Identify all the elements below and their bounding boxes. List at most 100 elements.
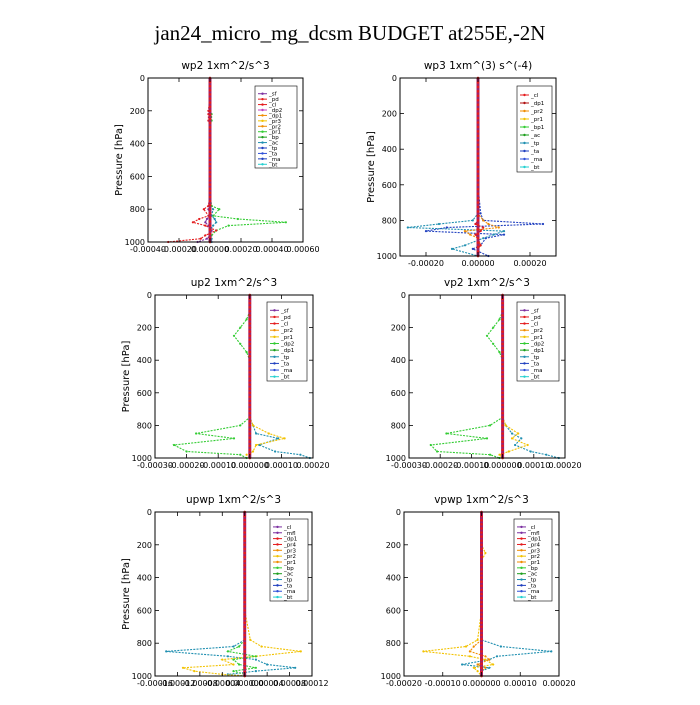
legend-label: _ma bbox=[530, 157, 542, 163]
center-marker bbox=[248, 362, 252, 366]
center-profile bbox=[248, 293, 252, 460]
data-point bbox=[193, 670, 196, 673]
center-marker bbox=[248, 314, 252, 317]
center-marker bbox=[480, 629, 483, 633]
center-marker bbox=[476, 116, 480, 120]
legend-entry: _pr1 bbox=[517, 560, 540, 566]
legend-entry: _tp bbox=[517, 578, 537, 584]
legend-entry: _ac bbox=[273, 572, 293, 578]
center-marker bbox=[476, 232, 480, 236]
series-line bbox=[407, 78, 505, 257]
chart-title: wp2 1xm^2/s^3 bbox=[181, 60, 269, 72]
legend-label: _bp bbox=[283, 566, 294, 572]
center-marker bbox=[476, 152, 480, 155]
data-point bbox=[299, 453, 302, 456]
center-marker bbox=[480, 527, 483, 530]
legend-entry: _dp1 bbox=[520, 101, 544, 107]
center-marker bbox=[501, 395, 504, 399]
legend-marker bbox=[523, 117, 526, 121]
legend-marker bbox=[261, 157, 264, 161]
legend-marker bbox=[523, 165, 526, 169]
legend-label: _bt bbox=[268, 162, 278, 168]
legend-marker bbox=[523, 329, 526, 332]
legend-marker bbox=[276, 537, 279, 540]
center-marker bbox=[501, 322, 504, 325]
data-point bbox=[232, 437, 236, 440]
legend-label: _pr3 bbox=[268, 119, 282, 125]
center-marker bbox=[208, 84, 212, 88]
legend-label: _ta bbox=[530, 149, 539, 155]
center-marker bbox=[480, 641, 483, 645]
legend-label: _pr1 bbox=[527, 560, 540, 566]
center-marker bbox=[248, 379, 252, 382]
data-point bbox=[445, 226, 448, 229]
legend-label: _ma bbox=[280, 368, 292, 374]
legend-entry: _pd bbox=[258, 97, 279, 103]
data-point bbox=[239, 342, 242, 345]
chart-panel-3: up2 1xm^2/s^3 Pressure [hPa] 0 200 400 600 800… bbox=[121, 277, 330, 470]
legend-label: _dp2 bbox=[280, 342, 294, 348]
data-point bbox=[232, 658, 235, 661]
center-marker bbox=[501, 415, 504, 419]
legend-label: _cl bbox=[283, 525, 292, 531]
center-marker bbox=[501, 297, 504, 301]
center-marker bbox=[501, 301, 504, 305]
center-marker bbox=[501, 346, 504, 350]
legend-marker bbox=[273, 348, 276, 352]
center-marker bbox=[243, 658, 247, 661]
legend: _sf_pd_cl_pr2_pr1_dp2_dp1_tp_ta_ma_bt bbox=[516, 301, 560, 382]
center-marker bbox=[248, 334, 252, 338]
data-point bbox=[484, 666, 487, 669]
legend-marker bbox=[523, 309, 526, 312]
center-marker bbox=[501, 334, 504, 338]
legend-entry: _dp1 bbox=[520, 348, 544, 354]
data-point bbox=[239, 326, 242, 329]
y-tick-label: 0 bbox=[396, 508, 401, 517]
legend-label: _pd bbox=[268, 97, 279, 103]
legend-marker bbox=[520, 595, 523, 599]
center-marker bbox=[248, 358, 252, 362]
legend-marker bbox=[261, 141, 264, 144]
data-point bbox=[520, 437, 523, 440]
y-axis-label: Pressure [hPa] bbox=[114, 124, 125, 196]
center-marker bbox=[208, 93, 212, 96]
legend-marker bbox=[276, 525, 279, 529]
center-marker bbox=[243, 531, 247, 534]
center-marker bbox=[476, 94, 480, 98]
legend-marker bbox=[276, 531, 279, 534]
legend-entry: _mfl bbox=[517, 531, 540, 537]
center-marker bbox=[208, 224, 212, 227]
center-marker bbox=[248, 301, 252, 305]
center-marker bbox=[480, 535, 483, 538]
center-marker bbox=[248, 399, 252, 403]
center-marker bbox=[480, 531, 483, 534]
data-point bbox=[476, 670, 479, 673]
plot-frame bbox=[147, 77, 304, 243]
center-marker bbox=[243, 559, 247, 563]
center-marker bbox=[476, 161, 480, 164]
legend-label: _pr2 bbox=[530, 109, 543, 115]
legend-marker bbox=[523, 101, 526, 105]
center-marker bbox=[476, 228, 480, 231]
data-point bbox=[464, 645, 468, 648]
chart-panel-2: wp3 1xm^(3) s^(-4) Pressure [hPa] 0 200 400 6… bbox=[366, 60, 557, 268]
data-point bbox=[484, 655, 487, 658]
legend-label: _dp1 bbox=[527, 537, 541, 543]
center-profile bbox=[208, 76, 212, 244]
center-marker bbox=[208, 125, 212, 129]
legend-label: _ac bbox=[530, 133, 540, 139]
legend-entry: _ta bbox=[270, 361, 289, 367]
center-marker bbox=[208, 195, 212, 199]
legend-marker bbox=[276, 566, 279, 570]
legend-entry: _tp bbox=[270, 355, 290, 361]
data-point bbox=[238, 645, 241, 648]
center-marker bbox=[208, 236, 212, 240]
legend-label: _bp bbox=[527, 566, 538, 572]
center-marker bbox=[476, 236, 480, 240]
center-marker bbox=[243, 609, 247, 612]
center-profile bbox=[480, 510, 483, 678]
x-tick-label: 0.00010 bbox=[504, 679, 537, 688]
data-point bbox=[165, 650, 168, 653]
data-point bbox=[474, 222, 477, 226]
data-point bbox=[245, 351, 248, 354]
